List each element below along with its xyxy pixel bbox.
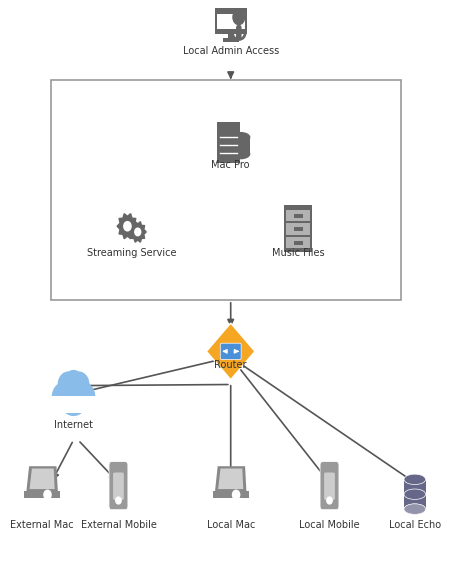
Bar — [404, 479, 425, 509]
FancyBboxPatch shape — [109, 462, 128, 509]
Bar — [294, 241, 303, 245]
FancyBboxPatch shape — [324, 473, 335, 500]
Circle shape — [58, 372, 78, 398]
Circle shape — [59, 379, 88, 415]
Bar — [49, 396, 98, 413]
FancyBboxPatch shape — [220, 343, 241, 359]
Text: Local Admin Access: Local Admin Access — [183, 46, 279, 55]
Bar — [229, 32, 233, 41]
Circle shape — [69, 372, 89, 398]
Bar — [286, 210, 310, 221]
Text: External Mobile: External Mobile — [81, 520, 156, 530]
Polygon shape — [30, 469, 55, 489]
Circle shape — [53, 383, 75, 411]
Ellipse shape — [404, 474, 425, 485]
Bar — [286, 223, 310, 234]
Bar — [51, 80, 401, 300]
Circle shape — [72, 383, 95, 411]
Circle shape — [116, 497, 121, 504]
Ellipse shape — [231, 149, 250, 159]
FancyBboxPatch shape — [320, 462, 339, 509]
Text: Music Files: Music Files — [272, 249, 324, 258]
Bar — [217, 14, 245, 29]
Text: Local Mac: Local Mac — [207, 520, 255, 530]
Circle shape — [65, 370, 82, 394]
Ellipse shape — [404, 504, 425, 514]
Circle shape — [233, 10, 245, 25]
Polygon shape — [215, 466, 246, 492]
Text: Local Echo: Local Echo — [389, 520, 441, 530]
Bar — [231, 137, 250, 154]
Bar — [213, 492, 249, 498]
Bar — [284, 205, 312, 252]
Polygon shape — [218, 469, 243, 489]
Text: Mac Pro: Mac Pro — [212, 160, 250, 170]
Circle shape — [233, 490, 240, 499]
Ellipse shape — [404, 489, 425, 500]
Bar — [24, 492, 60, 498]
Ellipse shape — [231, 133, 250, 142]
Text: Streaming Service: Streaming Service — [87, 249, 177, 258]
Text: External Mac: External Mac — [10, 520, 74, 530]
Bar — [214, 8, 247, 34]
Polygon shape — [129, 222, 146, 242]
FancyBboxPatch shape — [113, 473, 124, 500]
Circle shape — [124, 222, 131, 231]
Bar — [223, 39, 239, 42]
Polygon shape — [27, 466, 58, 492]
Bar — [294, 214, 303, 218]
Text: Router: Router — [214, 360, 247, 370]
Polygon shape — [207, 323, 255, 380]
Text: Local Mobile: Local Mobile — [299, 520, 360, 530]
Polygon shape — [117, 213, 138, 239]
Bar — [294, 227, 303, 231]
Circle shape — [44, 490, 51, 499]
Circle shape — [135, 228, 141, 236]
Bar — [218, 122, 240, 163]
Text: Internet: Internet — [54, 420, 93, 430]
Bar — [286, 237, 310, 248]
Ellipse shape — [404, 504, 425, 514]
Circle shape — [327, 497, 332, 504]
